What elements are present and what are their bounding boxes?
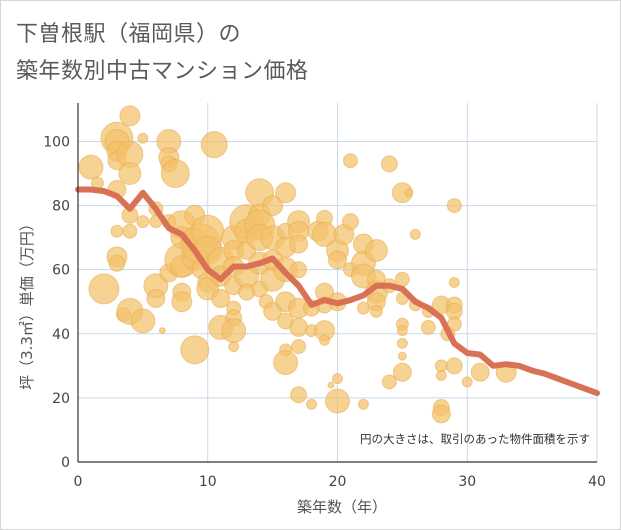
chart-title-line-2: 築年数別中古マンション価格: [16, 59, 309, 84]
data-bubble: [160, 159, 190, 189]
data-bubble: [392, 362, 412, 382]
data-bubble: [88, 273, 120, 305]
data-bubble: [158, 327, 166, 335]
data-bubble: [108, 254, 126, 272]
data-bubble: [446, 198, 462, 214]
axes: [77, 103, 597, 463]
data-bubble: [470, 362, 490, 382]
data-bubble: [275, 182, 297, 204]
data-bubble: [110, 224, 124, 238]
y-axis-ticks: 0 20 40 60 80 100: [43, 134, 70, 471]
data-bubble: [342, 153, 358, 169]
data-bubble: [180, 335, 210, 365]
data-bubble: [122, 223, 138, 239]
data-bubble: [396, 325, 408, 337]
data-bubble: [409, 228, 421, 240]
data-bubble: [357, 398, 369, 410]
data-bubble: [136, 215, 150, 229]
x-tick-label: 40: [588, 474, 606, 490]
y-tick-label: 60: [52, 263, 70, 279]
data-bubble: [327, 381, 335, 389]
bubble-layer: [78, 105, 517, 424]
data-bubble: [396, 337, 408, 349]
data-bubble: [130, 308, 156, 334]
average-trend-line: [75, 186, 600, 397]
data-bubble: [341, 213, 359, 231]
data-bubble: [381, 374, 397, 390]
data-bubble: [146, 289, 166, 309]
y-tick-label: 100: [43, 134, 70, 150]
data-bubble: [369, 304, 383, 318]
data-bubble: [221, 318, 247, 344]
data-bubble: [290, 261, 308, 279]
data-bubble: [211, 289, 231, 309]
data-bubble: [119, 105, 141, 127]
data-bubble: [306, 398, 318, 410]
data-bubble: [461, 376, 473, 388]
chart-title-line-1: 下曽根駅（福岡県）の: [16, 22, 242, 47]
data-bubble: [289, 234, 309, 254]
data-bubble: [118, 162, 142, 186]
data-bubble: [435, 369, 447, 381]
data-bubble: [328, 250, 347, 270]
x-axis-ticks: 0 10 20 30 40: [74, 474, 606, 490]
data-bubble: [364, 238, 388, 262]
data-bubble: [273, 350, 299, 376]
data-bubble: [431, 404, 451, 424]
data-bubble: [319, 334, 331, 346]
data-bubble: [78, 154, 104, 180]
data-bubble: [290, 386, 308, 404]
y-tick-label: 40: [52, 327, 70, 343]
data-bubble: [394, 271, 410, 287]
data-bubble: [289, 317, 309, 337]
data-bubble: [380, 155, 398, 173]
data-bubble: [200, 131, 228, 159]
y-tick-label: 0: [61, 455, 70, 471]
data-bubble: [420, 319, 436, 335]
data-bubble: [228, 341, 240, 353]
y-tick-label: 80: [52, 199, 70, 215]
data-bubble: [445, 357, 463, 375]
data-bubble: [397, 351, 407, 361]
data-bubble: [291, 339, 307, 355]
x-axis-label: 築年数（年）: [297, 498, 387, 516]
data-bubble: [404, 188, 414, 198]
data-bubble: [171, 291, 193, 313]
data-bubble: [325, 388, 350, 414]
data-bubble: [448, 277, 460, 288]
x-tick-label: 10: [199, 474, 217, 490]
y-axis-label: 坪（3.3㎡）単価（万円）: [18, 216, 36, 390]
data-bubble: [332, 373, 343, 385]
data-bubble: [137, 132, 149, 144]
x-tick-label: 0: [74, 474, 83, 490]
x-tick-label: 30: [458, 474, 476, 490]
bubble-size-note: 円の大きさは、取引のあった物件面積を示す: [360, 432, 590, 446]
y-tick-label: 20: [52, 391, 70, 407]
x-tick-label: 20: [329, 474, 347, 490]
data-bubble: [262, 195, 284, 217]
